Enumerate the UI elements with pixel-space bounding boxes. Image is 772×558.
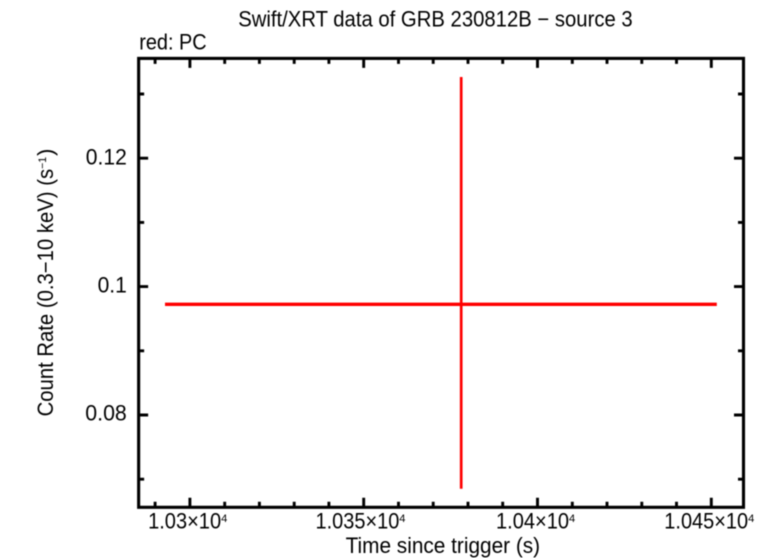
svg-text:1.03×10: 1.03×10: [148, 509, 221, 534]
svg-text:0.1: 0.1: [98, 273, 127, 298]
svg-text:4: 4: [221, 513, 227, 525]
svg-text:Time since trigger (s): Time since trigger (s): [346, 533, 540, 558]
svg-text:−1: −1: [37, 157, 49, 169]
svg-text:1.045×10: 1.045×10: [664, 509, 748, 534]
svg-text:4: 4: [569, 513, 575, 525]
svg-text:Swift/XRT data of GRB 230812B: Swift/XRT data of GRB 230812B − source 3: [238, 7, 633, 32]
svg-text:4: 4: [399, 513, 405, 525]
svg-text:red: PC: red: PC: [139, 30, 207, 55]
svg-text:1.04×10: 1.04×10: [496, 509, 569, 534]
svg-text:4: 4: [748, 513, 754, 525]
svg-text:0.08: 0.08: [85, 401, 127, 426]
svg-text:): ): [33, 149, 58, 156]
svg-text:0.12: 0.12: [86, 144, 127, 169]
svg-text:Count Rate (0.3−10 keV) (s: Count Rate (0.3−10 keV) (s: [33, 169, 58, 417]
svg-text:1.035×10: 1.035×10: [316, 509, 400, 534]
